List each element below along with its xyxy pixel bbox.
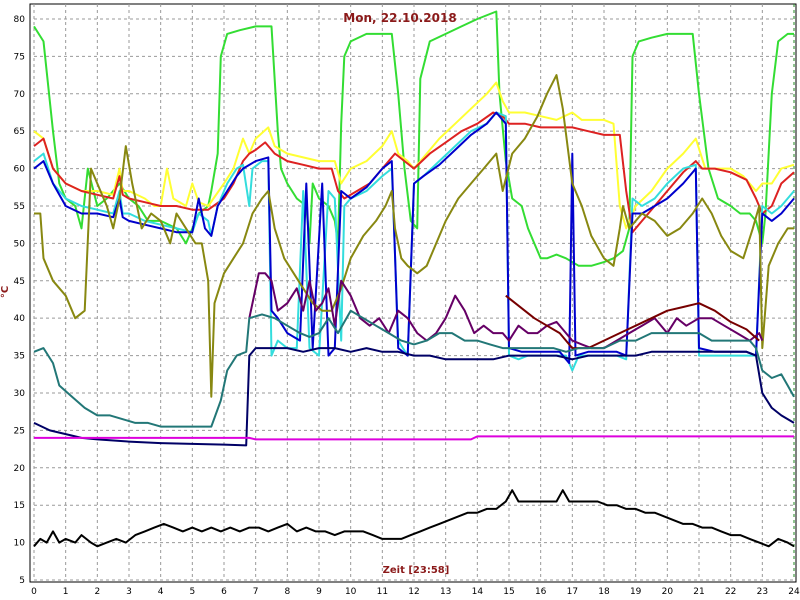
y-tick-label: 65 [14,127,25,137]
series-lines [33,10,795,548]
y-tick-label: 60 [14,165,26,175]
x-axis-label: Zeit [23:58] [383,565,450,576]
x-tick-label: 12 [408,587,419,597]
tick-labels: 0 1 2 3 4 5 6 7 8 9 10 11 12 13 14 15 16 17 18 19 20 21 22 23 24… [14,15,800,597]
grid [33,4,795,581]
x-tick-label: 11 [377,587,388,597]
x-tick-label: 8 [284,587,290,597]
series-line-12 [33,489,795,548]
x-tick-label: 6 [221,587,227,597]
x-tick-label: 13 [440,587,451,597]
series-line-1 [33,10,794,267]
x-tick-label: 17 [567,587,578,597]
series-line-11 [34,435,794,441]
y-tick-label: 35 [14,352,25,362]
x-tick-label: 5 [189,587,195,597]
x-tick-label: 2 [94,587,100,597]
x-tick-label: 16 [535,587,547,597]
chart-title: Mon, 22.10.2018 [343,11,456,25]
x-tick-label: 23 [757,587,768,597]
y-axis-label: °C [0,286,11,298]
y-tick-label: 30 [14,389,26,399]
x-tick-label: 22 [725,587,736,597]
x-tick-label: 1 [63,587,69,597]
x-tick-label: 18 [598,587,610,597]
x-tick-label: 21 [693,587,704,597]
y-tick-label: 75 [14,52,25,62]
y-tick-label: 80 [14,15,26,25]
y-tick-label: 25 [14,426,25,436]
y-tick-label: 10 [14,539,26,549]
series-line-9 [33,309,795,428]
series-line-3 [33,111,795,234]
x-tick-label: 10 [345,587,357,597]
series-line-10 [33,347,795,447]
x-tick-label: 15 [503,587,514,597]
y-tick-label: 50 [14,239,26,249]
x-tick-label: 7 [253,587,259,597]
x-tick-label: 3 [126,587,132,597]
y-tick-label: 40 [14,314,26,324]
x-tick-label: 20 [662,587,674,597]
x-tick-label: 14 [472,587,484,597]
x-tick-label: 0 [31,587,37,597]
y-tick-label: 15 [14,501,25,511]
y-tick-label: 20 [14,464,26,474]
x-tick-label: 4 [158,587,164,597]
series-line-8 [505,294,760,350]
x-tick-label: 19 [630,587,642,597]
y-tick-label: 70 [14,90,26,100]
plot-area [29,3,797,583]
y-tick-label: 45 [14,277,25,287]
x-tick-label: 24 [788,587,800,597]
y-tick-label: 5 [19,576,25,586]
series-line-6 [34,74,794,398]
y-tick-label: 55 [14,202,25,212]
series-line-7 [248,272,764,350]
x-tick-label: 9 [316,587,322,597]
series-line-5 [33,111,795,365]
